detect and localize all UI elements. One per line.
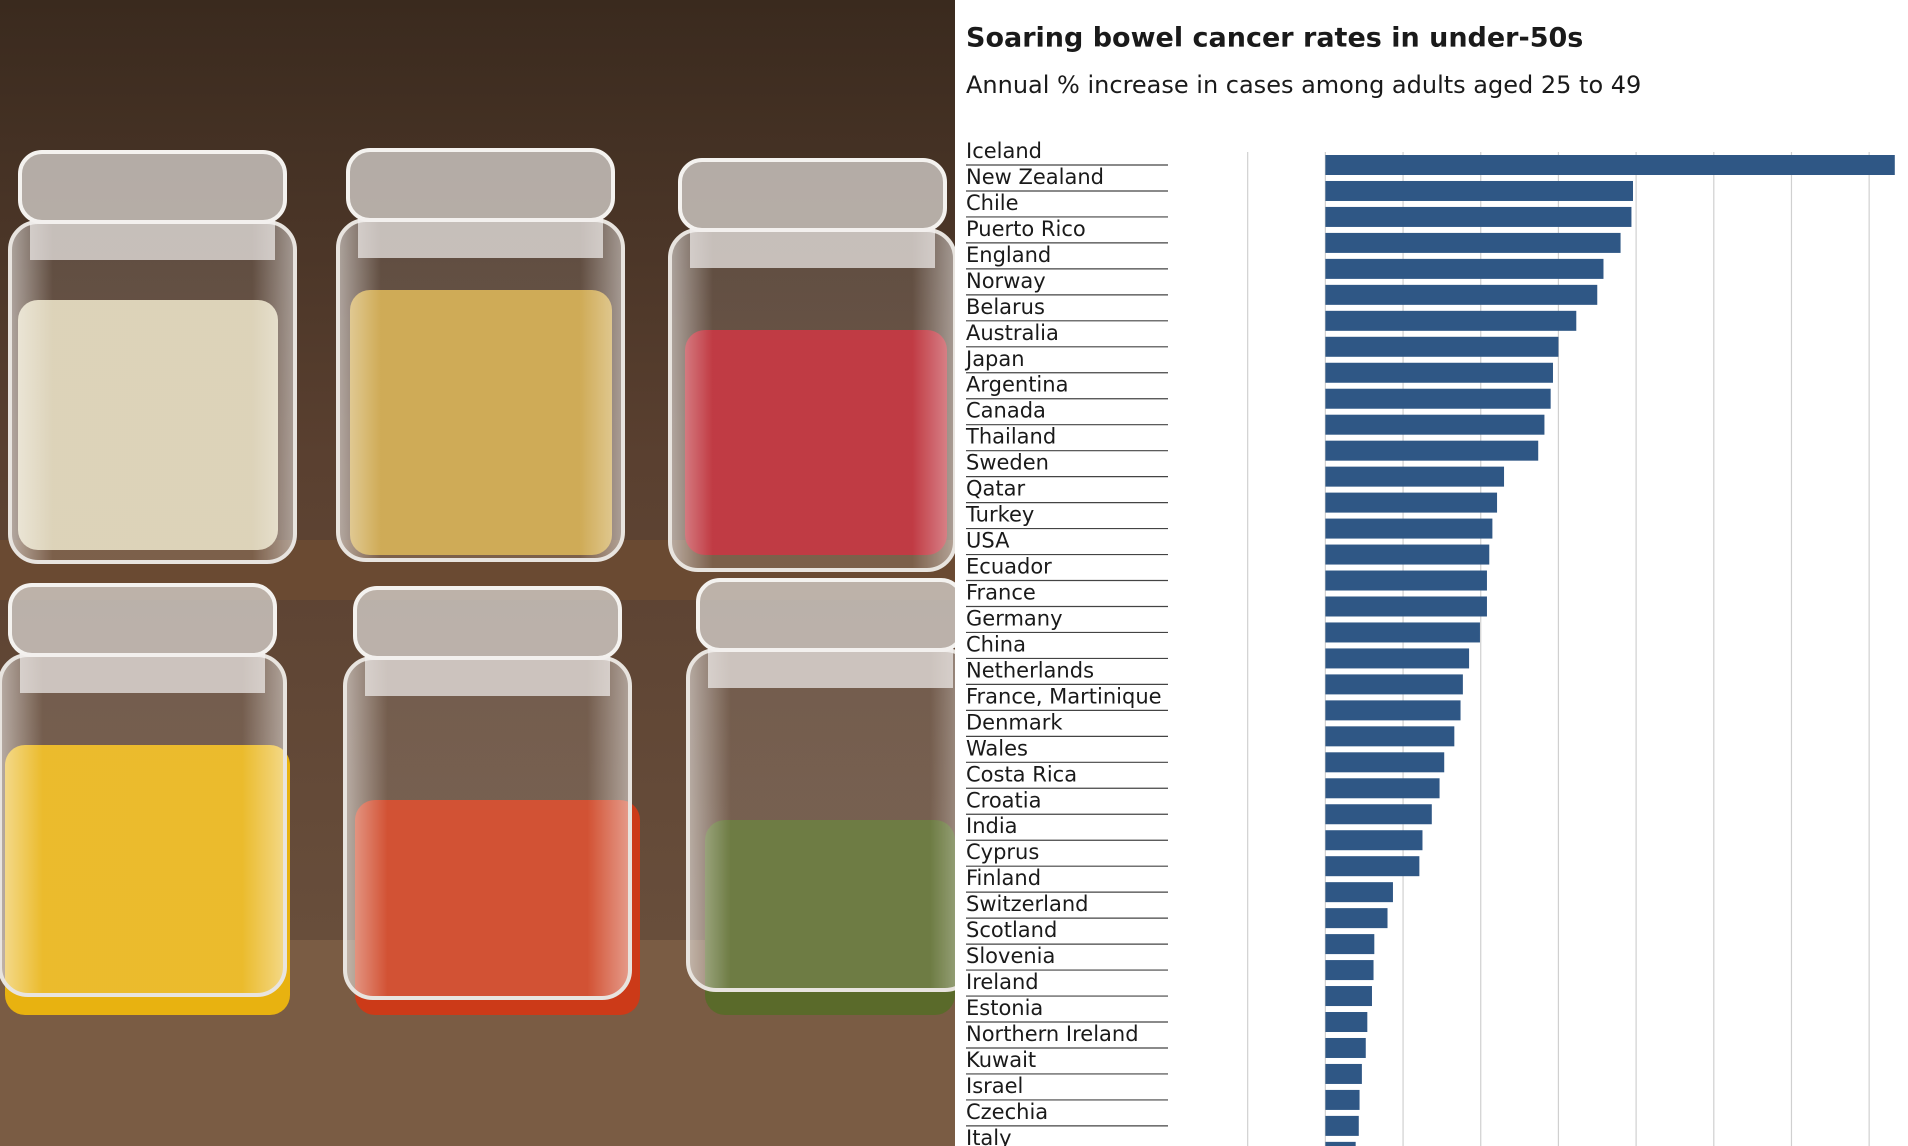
bar: [1325, 596, 1487, 617]
bar: [1325, 908, 1388, 929]
bar: [1325, 544, 1490, 565]
category-label: Norway: [966, 269, 1046, 293]
category-label: France: [966, 580, 1036, 604]
bar: [1325, 466, 1505, 487]
spice-jars-photo: [0, 0, 955, 1146]
category-label: Scotland: [966, 918, 1057, 942]
category-label: Canada: [966, 399, 1046, 423]
category-label: USA: [966, 529, 1010, 553]
category-label: Sweden: [966, 451, 1049, 475]
category-label: Estonia: [966, 996, 1043, 1020]
bar: [1325, 622, 1480, 643]
bar: [1325, 726, 1455, 747]
category-label: Qatar: [966, 477, 1026, 501]
category-label: Croatia: [966, 788, 1042, 812]
category-label: Ireland: [966, 970, 1039, 994]
bar: [1325, 960, 1374, 981]
bar: [1325, 934, 1375, 955]
category-label: Cyprus: [966, 840, 1039, 864]
category-label: Iceland: [966, 139, 1042, 163]
bar: [1325, 570, 1487, 591]
bar: [1325, 752, 1445, 773]
bar: [1325, 440, 1539, 461]
bar: [1325, 232, 1621, 253]
category-label: Puerto Rico: [966, 217, 1086, 241]
bar: [1325, 1141, 1356, 1146]
category-label: China: [966, 632, 1026, 656]
chart-title: Soaring bowel cancer rates in under-50s: [966, 23, 1583, 54]
bar: [1325, 258, 1604, 279]
category-label: Chile: [966, 191, 1019, 215]
category-label: Turkey: [965, 503, 1034, 527]
bar: [1325, 310, 1577, 331]
category-label: Denmark: [966, 710, 1063, 734]
bar: [1325, 518, 1493, 539]
category-label: Argentina: [966, 373, 1068, 397]
category-label: Kuwait: [966, 1048, 1036, 1072]
category-label: Italy: [966, 1126, 1012, 1146]
chart-subtitle: Annual % increase in cases among adults …: [966, 71, 1641, 99]
chart: Soaring bowel cancer rates in under-50s …: [964, 23, 1895, 1146]
bar: [1325, 206, 1632, 227]
bar: [1325, 1115, 1359, 1136]
bar: [1325, 1012, 1368, 1033]
category-label: Israel: [966, 1074, 1023, 1098]
bar: [1325, 882, 1393, 903]
category-label: New Zealand: [966, 165, 1104, 189]
bar: [1325, 414, 1545, 435]
bar: [1325, 284, 1598, 305]
bar: [1325, 1063, 1362, 1084]
bar: [1325, 700, 1461, 721]
bar: [1325, 674, 1463, 695]
category-label: France, Martinique: [966, 684, 1162, 708]
category-label: Australia: [966, 321, 1059, 345]
bar: [1325, 778, 1440, 799]
category-label: India: [966, 814, 1018, 838]
category-label: Japan: [964, 347, 1025, 371]
category-label: England: [966, 243, 1051, 267]
bar: [1325, 986, 1372, 1007]
bar: [1325, 336, 1559, 357]
category-label: Czechia: [966, 1100, 1048, 1124]
category-label: Slovenia: [966, 944, 1055, 968]
category-label: Finland: [966, 866, 1041, 890]
category-label: Belarus: [966, 295, 1045, 319]
bar: [1325, 856, 1420, 877]
bar: [1325, 804, 1432, 825]
category-label: Switzerland: [966, 892, 1089, 916]
category-label: Ecuador: [966, 555, 1052, 579]
bar: [1325, 648, 1470, 669]
category-label: Wales: [966, 736, 1028, 760]
bar: [1325, 830, 1423, 851]
bar: [1325, 492, 1498, 513]
category-label: Germany: [966, 606, 1063, 630]
bar: [1325, 1037, 1366, 1058]
category-label: Thailand: [965, 425, 1056, 449]
category-label: Costa Rica: [966, 762, 1077, 786]
bar: [1325, 1089, 1360, 1110]
category-label: Netherlands: [966, 658, 1094, 682]
category-label: Northern Ireland: [966, 1022, 1139, 1046]
bar: [1325, 388, 1551, 409]
bar: [1325, 362, 1553, 383]
bar: [1325, 155, 1895, 175]
bar: [1325, 180, 1633, 201]
